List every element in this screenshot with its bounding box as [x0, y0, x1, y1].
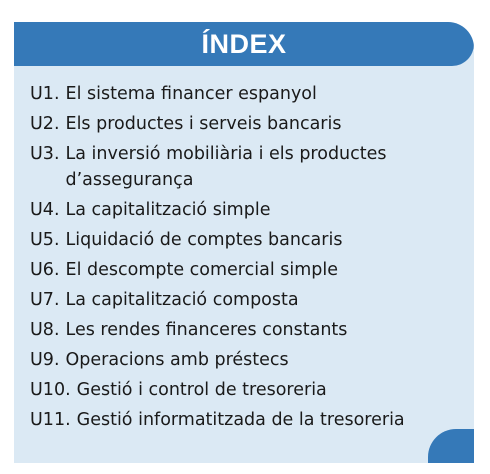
unit-title: Gestió informatitzada de la tresoreria [76, 410, 405, 430]
unit-code: U9. [30, 350, 60, 370]
unit-code: U3. [30, 144, 60, 164]
unit-code: U6. [30, 260, 60, 280]
unit-title: La capitalització composta [65, 290, 299, 310]
unit-code: U11. [30, 410, 71, 430]
unit-item-9[interactable]: U9. Operacions amb préstecs [30, 347, 405, 373]
unit-code: U2. [30, 114, 60, 134]
unit-title: La capitalització simple [65, 200, 271, 220]
unit-title-line2: d’assegurança [65, 170, 194, 190]
unit-item-4[interactable]: U4. La capitalització simple [30, 197, 405, 223]
unit-title-wrap: La inversió mobiliària i els productes d… [66, 141, 387, 193]
unit-title: Operacions amb préstecs [65, 350, 289, 370]
unit-item-10[interactable]: U10. Gestió i control de tresoreria [30, 377, 405, 403]
unit-title: Les rendes financeres constants [65, 320, 348, 340]
unit-title: El descompte comercial simple [65, 260, 339, 280]
unit-item-6[interactable]: U6. El descompte comercial simple [30, 257, 405, 283]
unit-title: El sistema financer espanyol [65, 84, 317, 104]
unit-code: U10. [30, 380, 71, 400]
index-card: ÍNDEX U1. El sistema financer espanyol U… [14, 22, 474, 463]
unit-item-2[interactable]: U2. Els productes i serveis bancaris [30, 111, 405, 137]
unit-title: Liquidació de comptes bancaris [65, 230, 343, 250]
unit-code: U4. [30, 200, 60, 220]
unit-code: U5. [30, 230, 60, 250]
unit-title: La inversió mobiliària i els productes [65, 144, 387, 164]
unit-item-11[interactable]: U11. Gestió informatitzada de la tresore… [30, 407, 405, 433]
unit-code: U8. [30, 320, 60, 340]
unit-item-8[interactable]: U8. Les rendes financeres constants [30, 317, 405, 343]
unit-code: U1. [30, 84, 60, 104]
unit-code: U7. [30, 290, 60, 310]
index-title: ÍNDEX [201, 28, 287, 59]
unit-title: Gestió i control de tresoreria [76, 380, 327, 400]
unit-item-1[interactable]: U1. El sistema financer espanyol [30, 81, 405, 107]
index-header: ÍNDEX [14, 22, 474, 66]
unit-title: Els productes i serveis bancaris [65, 114, 342, 134]
unit-list: U1. El sistema financer espanyol U2. Els… [30, 81, 405, 437]
unit-item-5[interactable]: U5. Liquidació de comptes bancaris [30, 227, 405, 253]
unit-item-7[interactable]: U7. La capitalització composta [30, 287, 405, 313]
unit-item-3[interactable]: U3. La inversió mobiliària i els product… [30, 141, 405, 193]
corner-tab-decoration [428, 429, 474, 463]
